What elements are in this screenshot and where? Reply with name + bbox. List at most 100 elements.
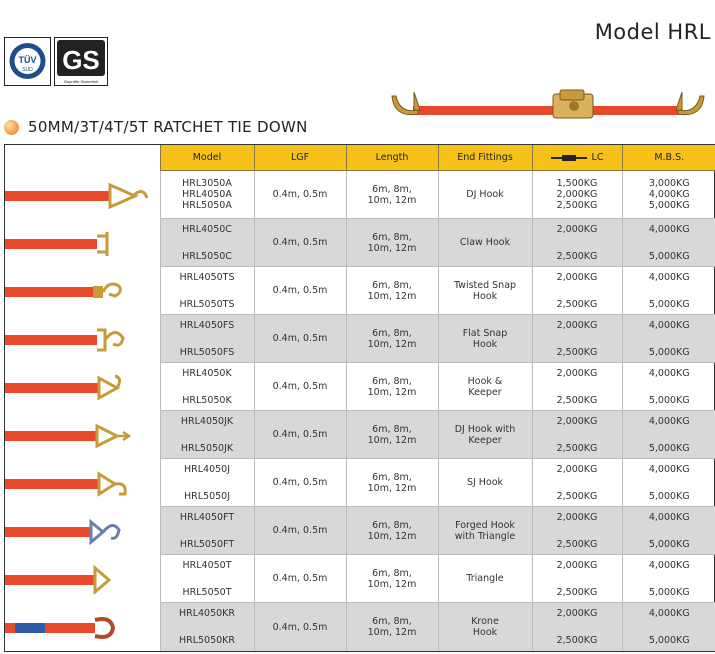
model-cell: HRL4050J HRL5050J — [159, 458, 254, 507]
mbs-value: 5,000KG — [648, 635, 690, 647]
mbs-cell: 4,000KG 5,000KG — [621, 218, 715, 267]
model-value: HRL5050A — [182, 200, 232, 212]
model-value: HRL5050C — [182, 250, 232, 262]
lc-cell: 2,000KG 2,500KG — [531, 506, 622, 555]
claw-hook-icon — [5, 231, 109, 256]
model-value: HRL4050JK — [180, 415, 234, 427]
lc-value: 2,500KG — [556, 635, 598, 647]
length-cell: 6m, 8m, 10m, 12m — [345, 506, 438, 555]
length-cell: 6m, 8m, 10m, 12m — [345, 554, 438, 603]
end-fittings-value: Keeper — [468, 434, 502, 446]
certification-logos: TÜV SÜD GS Geprüfte Sicherheit — [4, 37, 108, 86]
model-value: HRL4050K — [182, 367, 232, 379]
mbs-value: 5,000KG — [648, 490, 690, 502]
mbs-cell: 3,000KG 4,000KG 5,000KG — [621, 169, 715, 219]
end-fittings-cell: Forged Hook with Triangle — [437, 506, 532, 555]
mbs-value: 5,000KG — [648, 298, 690, 310]
mbs-value: 4,000KG — [648, 463, 690, 475]
end-fittings-value: with Triangle — [454, 530, 516, 542]
lc-cell: 2,000KG 2,500KG — [531, 554, 622, 603]
end-fittings-value: DJ Hook with — [454, 423, 516, 435]
gs-logo-subtext: Geprüfte Sicherheit — [64, 79, 99, 84]
length-value: 10m, 12m — [367, 627, 417, 639]
lc-value: 1,500KG — [556, 178, 598, 190]
section-title-text: 50MM/3T/4T/5T RATCHET TIE DOWN — [28, 118, 308, 136]
mbs-value: 4,000KG — [648, 511, 690, 523]
end-fittings-value: DJ Hook — [466, 189, 504, 201]
length-cell: 6m, 8m, 10m, 12m — [345, 602, 438, 651]
length-cell: 6m, 8m, 10m, 12m — [345, 266, 438, 315]
end-fittings-cell: SJ Hook — [437, 458, 532, 507]
mbs-value: 5,000KG — [648, 346, 690, 358]
table-row: HRL4050TS HRL5050TS 0.4m, 0.5m 6m, 8m, 1… — [5, 266, 715, 315]
fitting-image-cell — [5, 314, 160, 363]
mbs-value: 4,000KG — [648, 415, 690, 427]
lgf-cell: 0.4m, 0.5m — [253, 218, 346, 267]
dj-hook-keeper-icon — [5, 423, 132, 449]
lc-cell: 2,000KG 2,500KG — [531, 266, 622, 315]
length-value: 10m, 12m — [367, 194, 417, 206]
length-value: 10m, 12m — [367, 434, 417, 446]
lc-cell: 2,000KG 2,500KG — [531, 602, 622, 651]
lc-value: 2,000KG — [556, 463, 598, 475]
fitting-image-cell — [5, 458, 160, 507]
model-cell: HRL4050K HRL5050K — [159, 362, 254, 411]
model-value: HRL5050K — [182, 394, 232, 406]
fitting-image-cell — [5, 362, 160, 411]
lc-value: 2,500KG — [556, 250, 598, 262]
model-value: HRL5050J — [183, 490, 230, 502]
length-value: 6m, 8m, — [372, 471, 412, 483]
mbs-cell: 4,000KG 5,000KG — [621, 314, 715, 363]
model-cell: HRL4050JK HRL5050JK — [159, 410, 254, 459]
lc-value: 2,000KG — [556, 189, 598, 201]
lc-value: 2,000KG — [556, 367, 598, 379]
mbs-cell: 4,000KG 5,000KG — [621, 506, 715, 555]
lgf-cell: 0.4m, 0.5m — [253, 458, 346, 507]
header-lgf: LGF — [253, 145, 346, 171]
mbs-value: 5,000KG — [648, 394, 690, 406]
bullet-icon — [4, 119, 19, 135]
length-cell: 6m, 8m, 10m, 12m — [345, 218, 438, 267]
fitting-image-cell — [5, 554, 160, 603]
length-value: 6m, 8m, — [372, 327, 412, 339]
gs-logo-icon: GS Geprüfte Sicherheit — [54, 37, 108, 86]
lgf-cell: 0.4m, 0.5m — [253, 506, 346, 555]
model-value: HRL4050FS — [179, 319, 235, 331]
model-cell: HRL4050T HRL5050T — [159, 554, 254, 603]
lc-value: 2,500KG — [556, 538, 598, 550]
length-cell: 6m, 8m, 10m, 12m — [345, 458, 438, 507]
header-model: Model — [159, 145, 254, 171]
mbs-value: 5,000KG — [648, 250, 690, 262]
model-value: HRL4050FT — [179, 511, 235, 523]
krone-hook-icon — [5, 616, 116, 639]
model-cell: HRL3050A HRL4050A HRL5050A — [159, 169, 254, 219]
lc-value: 2,500KG — [556, 200, 598, 212]
table-row: HRL4050KR HRL5050KR 0.4m, 0.5m 6m, 8m, 1… — [5, 602, 715, 651]
end-fittings-value: Triangle — [466, 573, 504, 585]
length-value: 6m, 8m, — [372, 616, 412, 628]
model-cell: HRL4050TS HRL5050TS — [159, 266, 254, 315]
header-lc: LC — [531, 145, 622, 171]
end-fittings-cell: Claw Hook — [437, 218, 532, 267]
model-value: HRL4050KR — [178, 608, 236, 620]
mbs-value: 5,000KG — [648, 442, 690, 454]
fitting-image-cell — [5, 170, 160, 219]
length-value: 10m, 12m — [367, 338, 417, 350]
lc-value: 2,500KG — [556, 490, 598, 502]
tuv-logo-subtext: SÜD — [22, 66, 33, 73]
lc-value: 2,000KG — [556, 271, 598, 283]
model-value: HRL5050KR — [178, 635, 236, 647]
end-fittings-cell: Flat Snap Hook — [437, 314, 532, 363]
length-value: 10m, 12m — [367, 482, 417, 494]
model-value: HRL5050T — [182, 586, 232, 598]
strap-length-icon — [550, 154, 587, 161]
table-row: HRL4050J HRL5050J 0.4m, 0.5m 6m, 8m, 10m… — [5, 458, 715, 507]
lc-cell: 2,000KG 2,500KG — [531, 458, 622, 507]
length-value: 6m, 8m, — [372, 519, 412, 531]
forged-hook-triangle-icon — [5, 518, 121, 546]
lc-value: 2,000KG — [556, 559, 598, 571]
tuv-logo-text: TÜV — [19, 55, 37, 65]
end-fittings-cell: Twisted Snap Hook — [437, 266, 532, 315]
mbs-cell: 4,000KG 5,000KG — [621, 362, 715, 411]
length-value: 10m, 12m — [367, 386, 417, 398]
